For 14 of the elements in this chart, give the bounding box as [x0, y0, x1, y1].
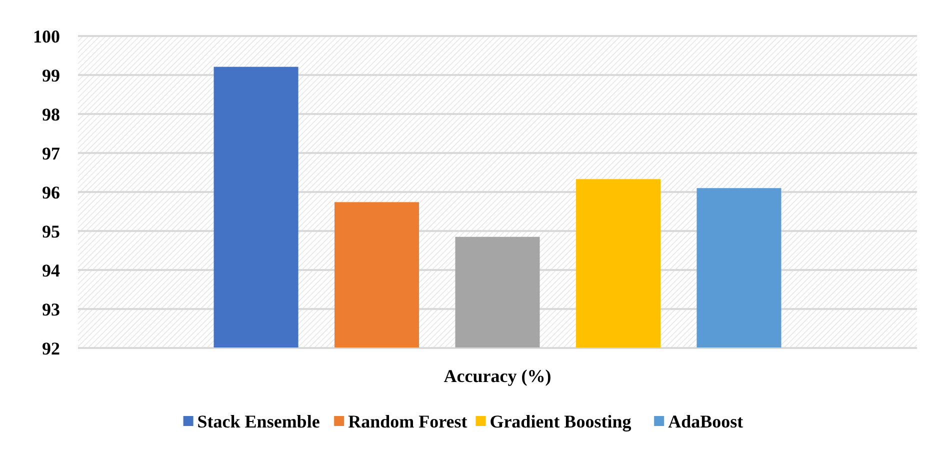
y-tick-label: 93	[42, 299, 60, 320]
y-tick-label: 100	[33, 26, 60, 46]
y-tick-label: 97	[42, 143, 60, 164]
legend-label: Stack Ensemble	[197, 411, 320, 432]
y-tick-label: 96	[42, 182, 60, 202]
y-tick-label: 95	[42, 221, 60, 242]
y-tick-label: 92	[42, 338, 60, 358]
x-tick-label: Accuracy (%)	[444, 366, 552, 386]
y-tick-label: 99	[42, 65, 60, 86]
legend-label: AdaBoost	[668, 411, 744, 432]
y-tick-label: 98	[42, 104, 60, 124]
y-tick-label: 94	[42, 260, 60, 280]
legend-label: Gradient Boosting	[490, 411, 632, 432]
legend-label: Random Forest	[348, 411, 468, 432]
